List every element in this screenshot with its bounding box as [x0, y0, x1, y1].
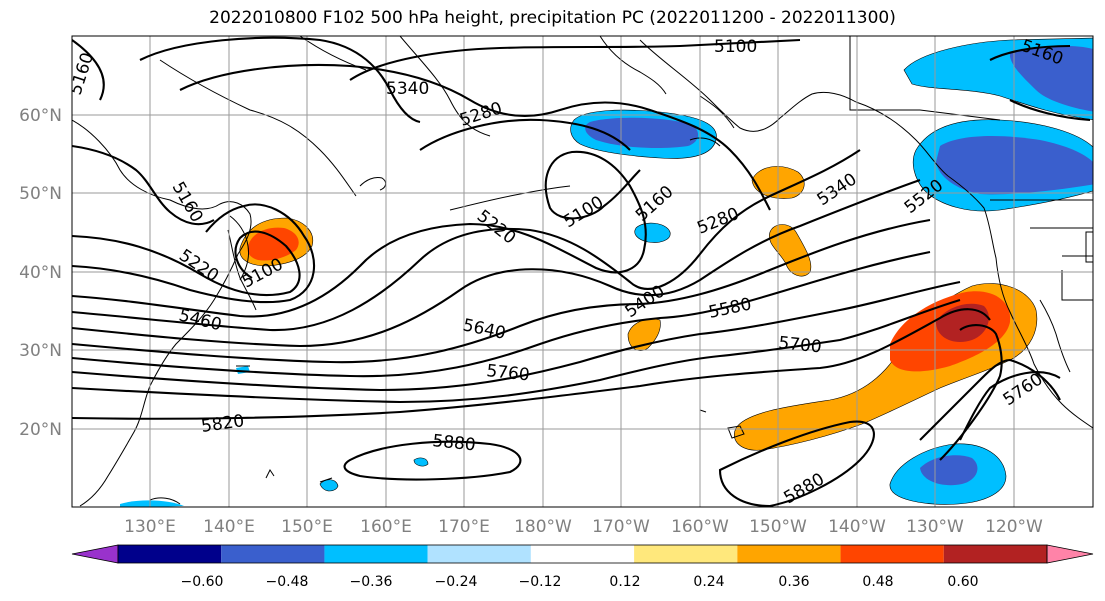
- colorbar-segment: [530, 545, 635, 563]
- map-panel: 5100 5160 5340 5280 5160 5220 5100 5460 …: [72, 36, 1093, 507]
- colorbar-tick-label: 0.60: [947, 574, 978, 590]
- lon-tick-label: 120°W: [985, 517, 1043, 537]
- lon-axis: 130°E 140°E 150°E 160°E 170°E 180°W 170°…: [124, 517, 1043, 537]
- lon-tick-label: 160°E: [360, 517, 412, 537]
- lat-tick-label: 20°N: [19, 420, 62, 440]
- lon-tick-label: 160°W: [671, 517, 729, 537]
- height-contours: [72, 36, 1091, 507]
- contour-label-5700: 5700: [777, 333, 822, 357]
- lat-axis: 20°N 30°N 40°N 50°N 60°N: [19, 106, 62, 440]
- precip-negative-bering-core: [585, 117, 699, 148]
- colorbar-extend-high: [1046, 544, 1094, 564]
- colorbar-segment: [324, 545, 428, 563]
- colorbar-tick-label: 0.24: [693, 574, 724, 590]
- colorbar: [71, 544, 1094, 564]
- precip-negative-small-4: [413, 457, 429, 467]
- map-title: 2022010800 F102 500 hPa height, precipit…: [209, 8, 896, 28]
- colorbar-extend-low: [71, 544, 119, 564]
- lat-tick-label: 40°N: [19, 263, 62, 283]
- lon-tick-label: 140°W: [828, 517, 886, 537]
- colorbar-segment: [737, 545, 841, 563]
- colorbar-tick-label: −0.48: [266, 574, 309, 590]
- precip-negative-lower-right-core: [920, 455, 978, 486]
- lon-tick-label: 140°E: [203, 517, 255, 537]
- lon-tick-label: 180°W: [514, 517, 572, 537]
- contour-label-5880-mid: 5880: [431, 431, 476, 455]
- precip-negative-small-5: [120, 500, 184, 507]
- precip-positive-japan-core: [247, 227, 299, 261]
- lon-tick-label: 170°W: [592, 517, 650, 537]
- lat-tick-label: 50°N: [19, 184, 62, 204]
- lon-tick-label: 150°E: [281, 517, 333, 537]
- colorbar-tick-label: −0.60: [181, 574, 224, 590]
- precip-negative-small-1: [634, 222, 671, 243]
- colorbar-segment: [221, 545, 325, 563]
- colorbar-outline: [117, 544, 1048, 564]
- lon-tick-label: 130°W: [906, 517, 964, 537]
- colorbar-segment: [840, 545, 944, 563]
- colorbar-tick-label: −0.36: [350, 574, 393, 590]
- lon-tick-label: 170°E: [438, 517, 490, 537]
- colorbar-tick-label: 0.36: [778, 574, 809, 590]
- lat-tick-label: 30°N: [19, 341, 62, 361]
- colorbar-segment: [943, 545, 1047, 563]
- precip-negative-top-right-core: [1009, 45, 1093, 112]
- lon-tick-label: 130°E: [124, 517, 176, 537]
- colorbar-segment: [118, 545, 222, 563]
- colorbar-tick-labels: −0.60 −0.48 −0.36 −0.24 −0.12 0.12 0.24 …: [181, 574, 979, 590]
- map-border: [71, 35, 1094, 508]
- contour-label-5100-top: 5100: [714, 37, 757, 57]
- colorbar-tick-label: −0.24: [435, 574, 478, 590]
- graticule: [72, 36, 1093, 507]
- colorbar-tick-label: −0.12: [519, 574, 562, 590]
- lon-tick-label: 150°W: [749, 517, 807, 537]
- colorbar-segment: [634, 545, 738, 563]
- precip-shading: [120, 37, 1093, 507]
- colorbar-tick-label: 0.48: [862, 574, 893, 590]
- lat-tick-label: 60°N: [19, 106, 62, 126]
- colorbar-segment: [427, 545, 531, 563]
- contour-label-5340-top: 5340: [386, 79, 429, 99]
- colorbar-tick-label: 0.12: [609, 574, 640, 590]
- contour-label-5760-mid: 5760: [485, 361, 530, 385]
